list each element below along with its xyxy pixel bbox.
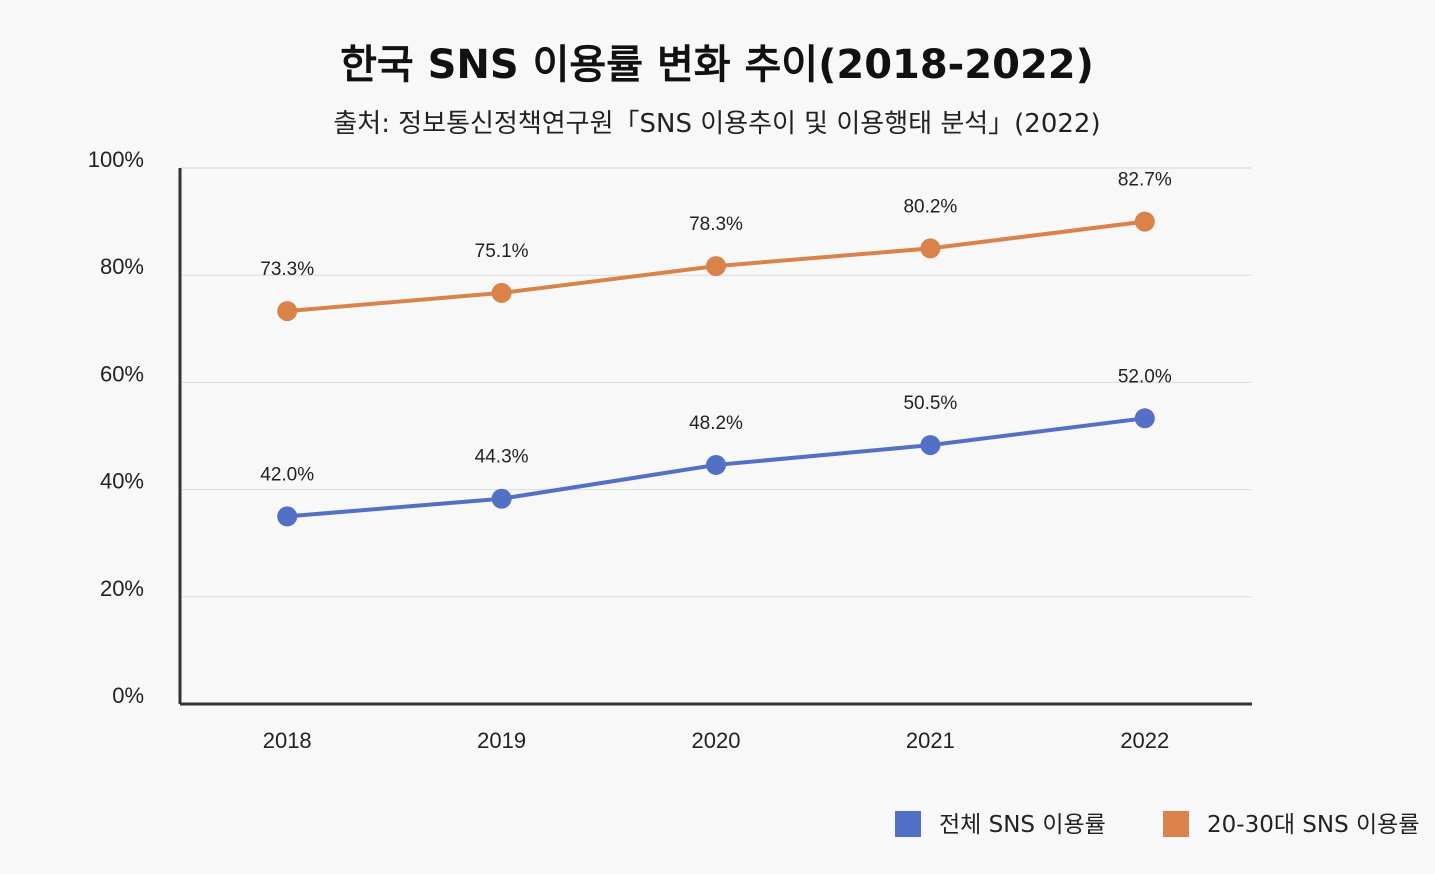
gridlines [180, 167, 1252, 598]
data-label: 44.3% [475, 447, 529, 468]
data-label: 80.2% [903, 196, 957, 217]
data-point [277, 506, 298, 527]
data-point [706, 454, 726, 475]
data-point [491, 282, 512, 303]
data-label: 75.1% [475, 241, 529, 262]
data-label: 78.3% [689, 214, 743, 235]
data-label: 50.5% [903, 393, 957, 414]
data-label: 82.7% [1118, 170, 1172, 191]
x-axis-ticks: 2018 2019 2020 2021 2022 [263, 728, 1170, 753]
data-point [1134, 408, 1155, 429]
series-group: 42.0% 44.3% 48.2% 50.5% 52.0% 73.3% 75.1% 78.3%… [260, 170, 1172, 527]
legend-label: 20-30대 SNS 이용률 [1207, 812, 1420, 838]
x-tick-label: 2019 [477, 728, 526, 753]
x-tick-label: 2022 [1120, 728, 1169, 753]
data-point [491, 488, 512, 509]
data-point [706, 256, 726, 277]
x-tick-label: 2021 [906, 728, 955, 753]
y-tick-label: 80% [100, 254, 144, 279]
x-tick-label: 2018 [263, 728, 312, 753]
y-tick-label: 40% [100, 469, 144, 494]
data-label: 52.0% [1118, 366, 1172, 387]
data-point [920, 435, 941, 456]
y-tick-label: 60% [100, 361, 144, 386]
y-tick-label: 100% [88, 147, 144, 172]
legend: 전체 SNS 이용률 20-30대 SNS 이용률 [895, 811, 1420, 838]
legend-swatch [1163, 811, 1189, 837]
y-axis-ticks: 0% 20% 40% 60% 80% 100% [88, 147, 144, 708]
x-tick-label: 2020 [692, 728, 741, 753]
legend-label: 전체 SNS 이용률 [939, 812, 1106, 838]
data-point [920, 238, 941, 259]
data-label: 73.3% [260, 259, 314, 280]
data-label: 42.0% [260, 464, 314, 485]
data-label: 48.2% [689, 413, 743, 434]
y-tick-label: 20% [100, 576, 144, 601]
data-point [277, 301, 298, 322]
y-tick-label: 0% [112, 683, 144, 708]
legend-swatch [895, 811, 921, 837]
data-point [1134, 211, 1155, 232]
chart-subtitle: 출처: 정보통신정책연구원「SNS 이용추이 및 이용행태 분석」(2022) [333, 109, 1100, 139]
chart-title: 한국 SNS 이용률 변화 추이(2018-2022) [340, 42, 1094, 88]
